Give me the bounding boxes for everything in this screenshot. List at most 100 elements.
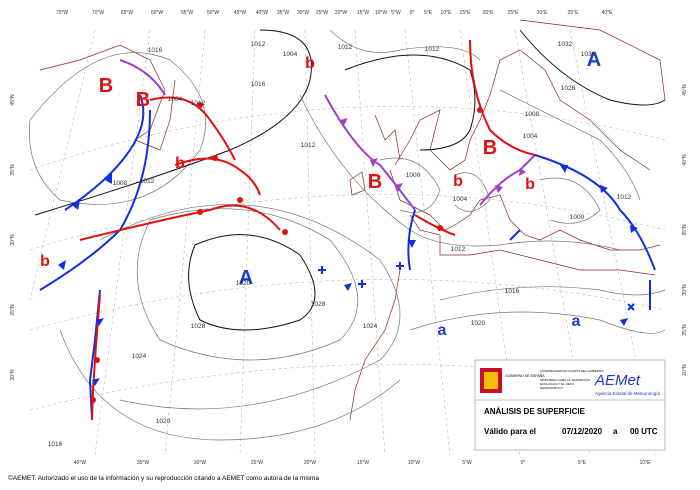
lat-label: 25°N: [682, 324, 688, 336]
low: B: [99, 75, 113, 97]
lon-label: 20°W: [304, 460, 317, 466]
lat-label: 45°N: [682, 84, 688, 96]
connector: a: [613, 427, 618, 436]
isobar-label: 1000: [406, 172, 421, 179]
isobar-label: 1016: [505, 288, 520, 295]
lon-label: 35°W: [277, 10, 290, 16]
isobar-label: 1012: [451, 246, 466, 253]
lon-label: 20°E: [483, 10, 495, 16]
isobar-label: 1012: [617, 194, 632, 201]
lon-label: 65°W: [121, 10, 134, 16]
lat-label: 25°N: [10, 304, 16, 316]
isobar-label: 1032: [558, 41, 573, 48]
lon-label: 10°E: [640, 460, 652, 466]
isobar-label: 1012: [425, 46, 440, 53]
coastlines: [39, 19, 666, 421]
isobar-label: 1020: [156, 418, 171, 425]
isobar-label: 1028: [561, 85, 576, 92]
brand: AEMet: [594, 372, 641, 389]
lon-label: 35°E: [568, 10, 580, 16]
legend-box: GOBIERNO DE ESPAÑA VICEPRESIDENCIA CUART…: [474, 359, 666, 451]
lon-label: 10°E: [441, 10, 453, 16]
low: B: [368, 171, 382, 193]
high: A: [587, 49, 601, 71]
lon-label: 35°W: [137, 460, 150, 466]
isobar-label: 1028: [191, 323, 206, 330]
isobar-label: 1012: [301, 142, 316, 149]
isobar-label: 1008: [525, 111, 540, 118]
isobar-label: 1000: [570, 214, 585, 221]
lat-label: 35°N: [682, 224, 688, 236]
isobars: [29, 29, 666, 441]
ministry: MINISTERIO PARA LA TRANSICIÓN ECOLÓGICA …: [540, 378, 590, 390]
ministry-box: MINISTERIO PARA LA TRANSICIÓN ECOLÓGICA …: [540, 378, 590, 390]
latitudes: 45°N 35°N 30°N 25°N 20°N 45°N 40°N 35°N …: [10, 84, 688, 381]
lon-label: 15°W: [357, 460, 370, 466]
isobar-labels: 1016 1012 1004 1012 1012 1032 1036 1028 …: [48, 41, 632, 448]
lon-label: 5°W: [391, 10, 401, 16]
fronts: [39, 39, 656, 421]
lat-label: 45°N: [10, 94, 16, 106]
isobar-label: 1016: [48, 441, 63, 448]
valid-label: Válido para el: [484, 427, 536, 436]
top-longitudes: 75°W 70°W 65°W 60°W 55°W 50°W 45°W 40°W …: [56, 10, 613, 16]
isobar-label: 1012: [338, 44, 353, 51]
lon-label: 25°W: [251, 460, 264, 466]
high: A: [239, 267, 253, 289]
lat-label: 30°N: [682, 284, 688, 296]
lat-label: 40°N: [682, 154, 688, 166]
isobar-label: 1004: [523, 133, 538, 140]
footer: ©AEMET. Autorizado el uso de la informac…: [8, 474, 319, 482]
isobar-label: 1004: [453, 196, 468, 203]
low: B: [136, 89, 150, 111]
low: B: [483, 137, 497, 159]
lon-label: 5°E: [424, 10, 433, 16]
pressure-centers: A A B B B B a a b b b b b: [40, 49, 601, 339]
legend-title: ANÁLISIS DE SUPERFICIE: [484, 407, 586, 416]
isobar-label: 1020: [471, 320, 486, 327]
gov-name: GOBIERNO DE ESPAÑA: [505, 373, 545, 378]
isobar-label: 1016: [148, 47, 163, 54]
isobar-label: 1004: [283, 51, 298, 58]
lat-label: 30°N: [10, 234, 16, 246]
isobar-label: 1012: [251, 41, 266, 48]
lon-label: 5°W: [462, 460, 472, 466]
lon-label: 40°E: [602, 10, 614, 16]
lon-label: 25°E: [508, 10, 520, 16]
isobar-label: 1028: [311, 301, 326, 308]
bottom-longitudes: 40°W 35°W 30°W 25°W 20°W 15°W 10°W 5°W 0…: [74, 460, 651, 466]
isobar-label: 1024: [363, 323, 378, 330]
isobar-label: 1012: [140, 178, 155, 185]
valid-date: 07/12/2020: [562, 427, 603, 436]
vice-presidency: VICEPRESIDENCIA CUARTA DEL GOBIERNO: [540, 369, 604, 373]
weak-low: b: [175, 155, 185, 172]
weak-low: b: [453, 173, 463, 190]
isobar-label: 1020: [236, 280, 251, 287]
lon-label: 30°E: [537, 10, 549, 16]
lon-label: 15°E: [460, 10, 472, 16]
lon-label: 60°W: [151, 10, 164, 16]
lon-label: 0°: [410, 10, 415, 16]
lon-label: 55°W: [181, 10, 194, 16]
gov-emblem-inner: [484, 372, 498, 389]
isobar-label: 1016: [251, 81, 266, 88]
lon-label: 5°E: [578, 460, 587, 466]
isobar-label: 1036: [581, 51, 596, 58]
weak-low: b: [40, 253, 50, 270]
lon-label: 10°W: [375, 10, 388, 16]
lon-label: 25°W: [316, 10, 329, 16]
lon-label: 20°W: [335, 10, 348, 16]
lon-label: 40°W: [74, 460, 87, 466]
lon-label: 10°W: [408, 460, 421, 466]
isobar-label: 1012: [191, 100, 206, 107]
lon-label: 75°W: [56, 10, 69, 16]
weak-low: b: [525, 176, 535, 193]
agency: Agencia Estatal de Meteorología: [595, 391, 661, 396]
lat-label: 20°N: [10, 369, 16, 381]
lon-label: 45°W: [234, 10, 247, 16]
isobar-label: 1004: [168, 96, 183, 103]
lon-label: 30°W: [297, 10, 310, 16]
lat-label: 20°N: [682, 364, 688, 376]
weak-high: a: [572, 313, 581, 330]
